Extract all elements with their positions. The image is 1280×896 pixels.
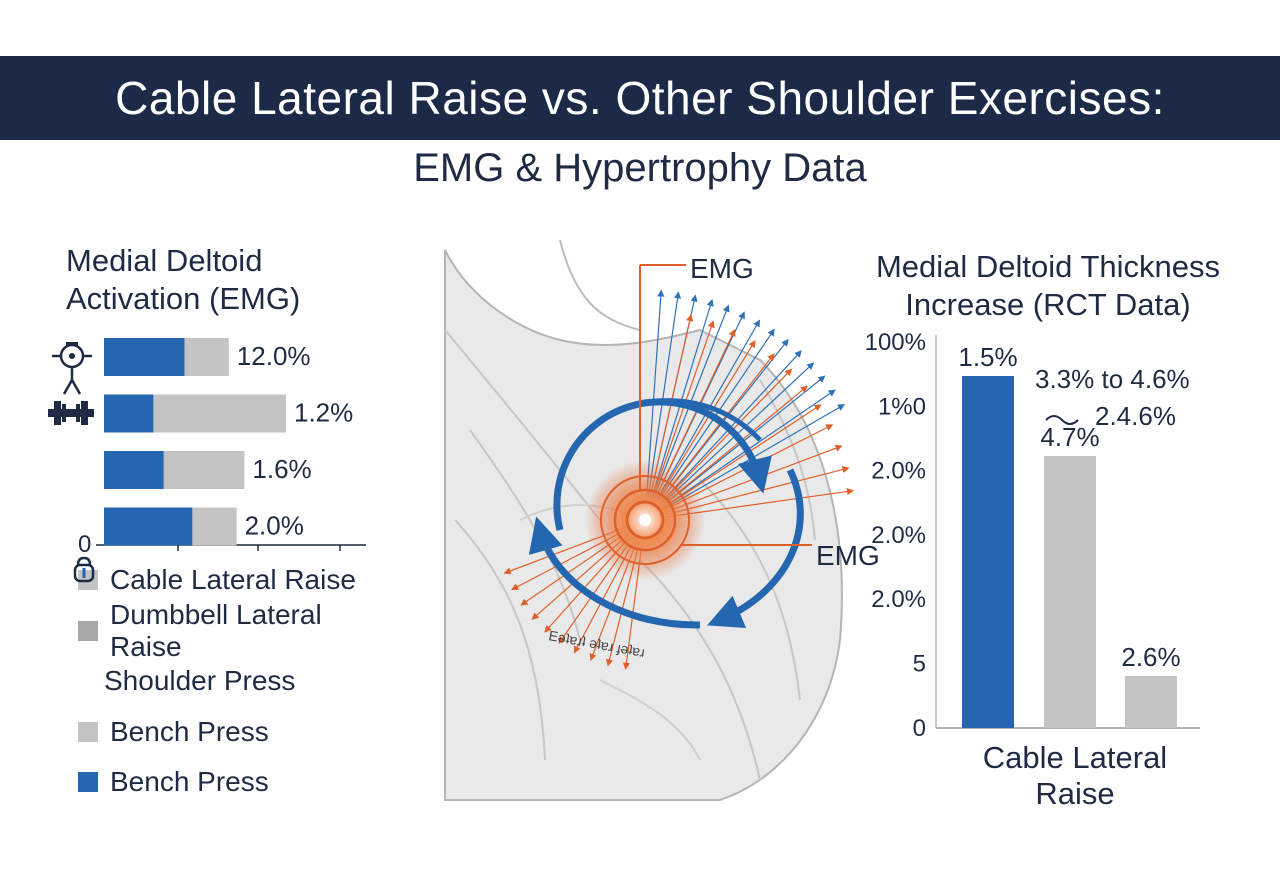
emg-bar-label: 1.6% [252, 454, 311, 484]
thickness-bar-chart: 3.3% to 4.6% 2.4.6% 100% 1%0 2.0% 2.0% 2.0% 5… [865, 329, 1200, 742]
legend-label: Cable Lateral Raise [110, 564, 356, 596]
dumbbell-icon [48, 398, 94, 428]
legend-item: Shoulder Press [70, 556, 400, 707]
thickness-bar-label: 4.7% [1040, 422, 1099, 452]
thickness-bar [962, 376, 1014, 728]
thickness-category-label: Cable Lateral Raise [982, 740, 1168, 811]
approx-icon [1045, 415, 1079, 425]
y-tick-label: 2.0% [871, 458, 926, 485]
y-tick-label: 1%0 [878, 393, 926, 420]
legend-item: Dumbbell Lateral Raise [70, 599, 400, 662]
emg-leader-lines [639, 264, 812, 546]
emg-label-right: EMG [816, 540, 880, 571]
emg-bar-blue [104, 507, 193, 546]
thickness-annotation-range: 3.3% to 4.6% [1035, 364, 1190, 394]
legend-label: Dumbbell Lateral Raise [110, 598, 322, 662]
thickness-annotation-secondary: 2.4.6% [1095, 401, 1176, 431]
y-tick-label: 0 [913, 715, 926, 742]
emg-chart-title-text: Medial Deltoid Activation (EMG) [66, 243, 301, 316]
thickness-bar [1125, 676, 1177, 728]
legend-swatch-darkgray [78, 620, 98, 641]
kettlebell-icon [72, 556, 100, 695]
legend-swatch-blue [78, 772, 98, 793]
y-tick-label: 5 [913, 651, 926, 678]
page-subtitle: EMG & Hypertrophy Data [413, 146, 867, 190]
activation-hotspot [585, 460, 705, 580]
legend-item: Bench Press [70, 757, 400, 808]
emg-bar-gray [184, 338, 229, 376]
legend-item: Cable Lateral Raise [70, 555, 400, 606]
legend-item: Bench Press [70, 707, 400, 758]
legend-label: Bench Press [110, 766, 269, 798]
legend-label: Shoulder Press [104, 665, 296, 697]
emg-bar-label: 1.2% [294, 398, 353, 428]
emg-bar-blue [104, 451, 164, 489]
thickness-bar-label: 2.6% [1121, 642, 1180, 672]
emg-chart-title: Medial Deltoid Activation (EMG) [66, 242, 366, 318]
page-title: Cable Lateral Raise vs. Other Shoulder E… [115, 72, 1165, 124]
emg-bar-chart: 0 12.0% 1.2% 1.6% 2.0% [78, 338, 366, 558]
thickness-chart-title-text: Medial Deltoid Thickness Increase (RCT D… [875, 249, 1221, 322]
emg-bar-gray [192, 507, 237, 546]
emg-label-top: EMG [690, 253, 754, 284]
emg-zero-label: 0 [78, 531, 91, 558]
y-tick-label: 2.0% [871, 522, 926, 549]
y-tick-label: 2.0% [871, 586, 926, 613]
title-banner: Cable Lateral Raise vs. Other Shoulder E… [0, 56, 1280, 140]
emg-bar-gray [153, 394, 286, 433]
rotation-arrows [528, 398, 804, 629]
emg-bar-blue [104, 394, 154, 433]
legend-swatch-gray [78, 721, 98, 742]
thickness-bar-label: 1.5% [958, 342, 1017, 372]
emg-bar-gray [163, 451, 245, 489]
emg-bar-label: 12.0% [237, 341, 311, 371]
legend-label: Bench Press [110, 715, 269, 747]
y-tick-label: 100% [865, 329, 926, 356]
thickness-chart-title: Medial Deltoid Thickness Increase (RCT D… [868, 248, 1228, 324]
cable-machine-icon [50, 336, 94, 396]
emg-legend: Cable Lateral Raise Dumbbell Lateral Rai… [70, 555, 400, 808]
thickness-bar [1044, 456, 1096, 728]
emg-bar-label: 2.0% [245, 511, 304, 541]
emg-bar-blue [104, 338, 185, 376]
